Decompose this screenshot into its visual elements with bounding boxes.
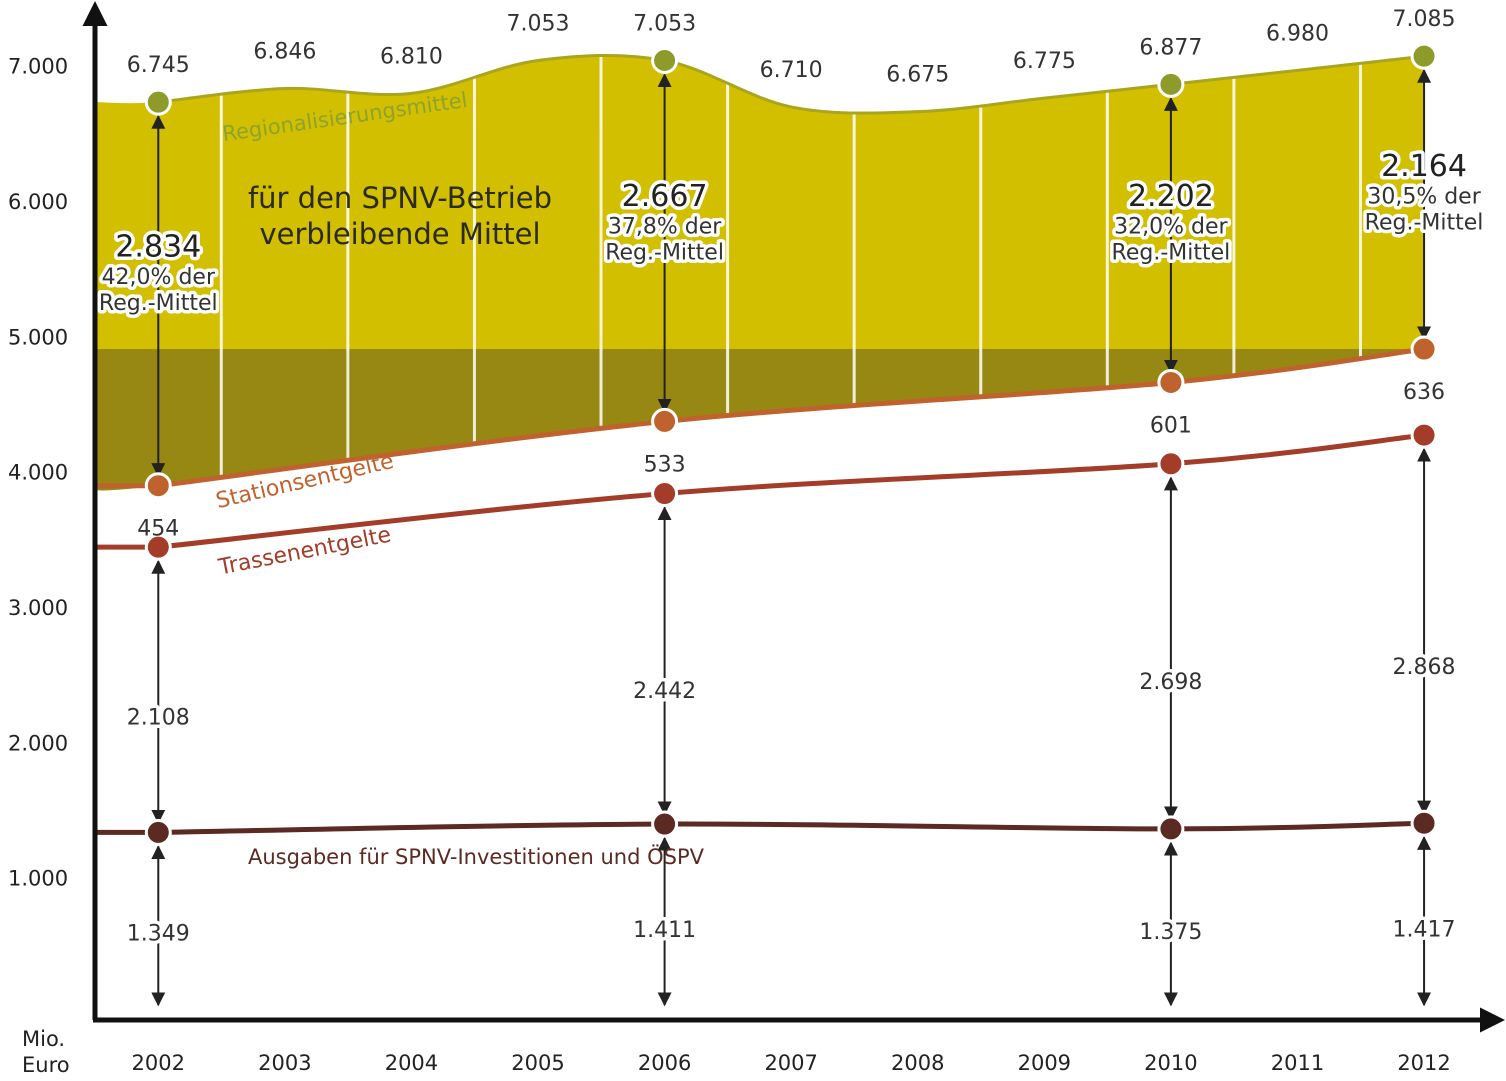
value-label: 1.411 [633,918,696,943]
marker [1410,42,1438,70]
share-label: 32,0% der [1114,215,1228,240]
value-label: 2.868 [1393,655,1456,680]
x-tick-label: 2010 [1144,1051,1197,1075]
value-label: 6.877 [1139,35,1202,60]
marker [1157,368,1185,396]
value-label: 2.202 [1128,179,1214,214]
marker [1157,450,1185,478]
share-label: Reg.-Mittel [605,241,724,266]
x-tick-label: 2005 [511,1051,564,1075]
value-label: 2.108 [127,705,190,730]
x-tick-label: 2002 [132,1051,185,1075]
share-label: Reg.-Mittel [1112,241,1231,266]
area-shade [95,349,1425,491]
value-label: 2.834 [115,229,201,264]
marker [651,407,679,435]
arrow-layer [151,68,1432,1007]
marker [1410,421,1438,449]
marker-layer [144,42,1438,846]
value-label: 454 [137,517,179,542]
value-label: 7.085 [1393,7,1456,32]
value-label: 6.980 [1266,21,1329,46]
marker [1157,815,1185,843]
y-tick-label: 6.000 [8,190,68,214]
x-tick-label: 2003 [258,1051,311,1075]
share-label: 30,5% der [1367,184,1481,209]
y-tick-label: 2.000 [8,731,68,755]
share-label: 42,0% der [102,265,216,290]
x-tick-label: 2008 [891,1051,944,1075]
line [158,54,1425,115]
value-label: 6.775 [1013,49,1076,74]
marker [144,818,172,846]
x-tick-label: 2011 [1271,1051,1324,1075]
value-label: 6.710 [760,58,823,83]
series-label: für den SPNV-Betrieb verbleibende Mittel [247,181,553,251]
label-layer: 1.000 2.000 3.000 4.000 5.000 6.000 7.000 2002 2… [8,7,1487,1075]
series-label: Ausgaben für SPNV-Investitionen und ÖSPV [248,844,705,869]
y-tick-label: 1.000 [8,867,68,891]
line [158,820,1425,835]
y-axis-label: Euro [22,1053,70,1077]
value-label: 601 [1150,413,1192,438]
x-tick-label: 2004 [385,1051,438,1075]
marker [651,810,679,838]
y-tick-label: 5.000 [8,325,68,349]
area [94,55,1425,491]
marker [144,472,172,500]
share-label: Reg.-Mittel [1365,210,1484,235]
share-label: Reg.-Mittel [99,291,218,316]
x-tick-label: 2007 [764,1051,817,1075]
marker [651,46,679,74]
value-label: 533 [644,452,686,477]
value-label: 7.053 [633,11,696,36]
line [157,346,1425,489]
marker [1157,70,1185,98]
share-label: 37,8% der [608,215,722,240]
marker [1410,809,1438,837]
value-label: 2.164 [1381,149,1467,184]
y-axis-label: Mio. [22,1027,65,1051]
y-tick-label: 4.000 [8,461,68,485]
y-tick-label: 7.000 [8,55,68,79]
value-label: 6.810 [380,44,443,69]
marker [144,533,172,561]
value-label: 1.375 [1139,920,1202,945]
value-label: 2.442 [633,679,696,704]
value-label: 2.667 [622,179,708,214]
value-label: 6.675 [886,63,949,88]
y-tick-label: 3.000 [8,596,68,620]
x-tick-label: 2009 [1018,1051,1071,1075]
x-tick-label: 2012 [1397,1051,1450,1075]
value-label: 6.745 [127,53,190,78]
value-label: 6.846 [253,40,316,65]
value-label: 7.053 [507,11,570,36]
value-label: 636 [1403,380,1445,405]
marker [651,480,679,508]
value-label: 2.698 [1139,670,1202,695]
marker [1410,335,1438,363]
line [158,432,1425,550]
value-label: 1.349 [127,922,190,947]
x-tick-label: 2006 [638,1051,691,1075]
marker [144,88,172,116]
value-label: 1.417 [1393,918,1456,943]
